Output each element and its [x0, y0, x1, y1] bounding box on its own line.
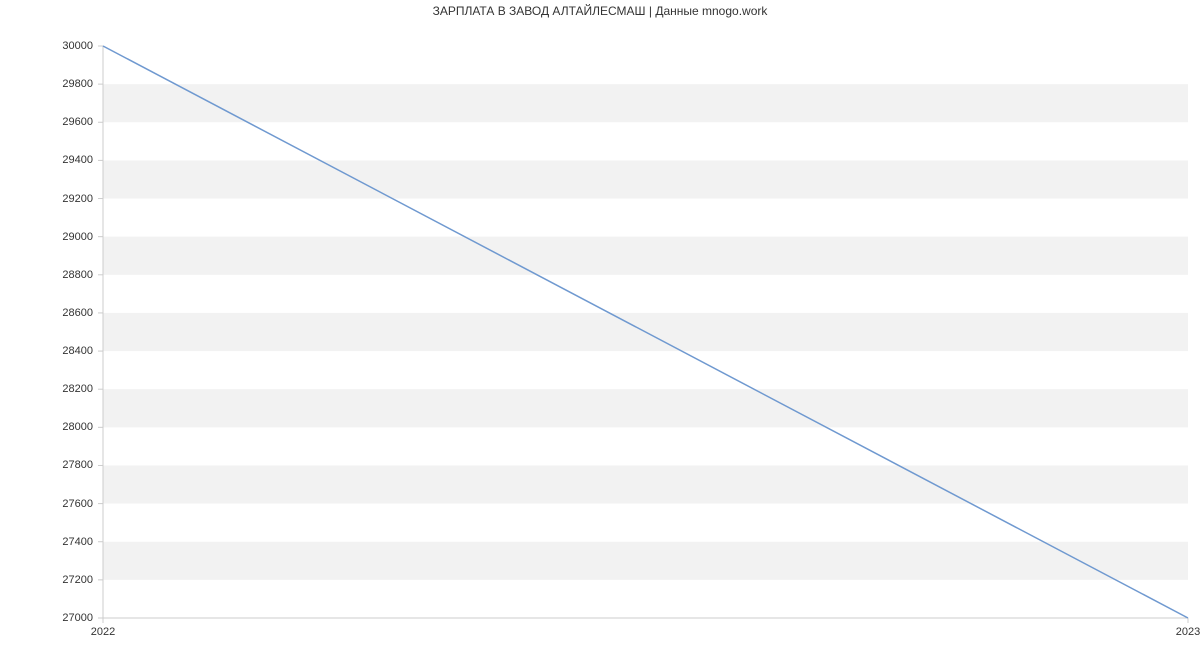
y-tick-label: 29000	[0, 231, 93, 243]
chart-container: ЗАРПЛАТА В ЗАВОД АЛТАЙЛЕСМАШ | Данные mn…	[0, 0, 1200, 650]
y-tick-label: 28200	[0, 383, 93, 395]
y-tick-label: 29600	[0, 116, 93, 128]
x-tick-label: 2023	[1176, 626, 1200, 638]
chart-title: ЗАРПЛАТА В ЗАВОД АЛТАЙЛЕСМАШ | Данные mn…	[0, 4, 1200, 18]
y-tick-label: 27000	[0, 612, 93, 624]
plot-area	[103, 46, 1188, 618]
y-tick-label: 28400	[0, 345, 93, 357]
y-tick-label: 27400	[0, 536, 93, 548]
y-tick-label: 28800	[0, 269, 93, 281]
y-tick-label: 27800	[0, 459, 93, 471]
y-tick-label: 30000	[0, 40, 93, 52]
x-tick-label: 2022	[91, 626, 115, 638]
plot-svg	[103, 46, 1188, 618]
y-tick-label: 29800	[0, 78, 93, 90]
y-tick-label: 28600	[0, 307, 93, 319]
y-tick-label: 28000	[0, 421, 93, 433]
y-tick-label: 27200	[0, 574, 93, 586]
y-tick-label: 29200	[0, 193, 93, 205]
y-tick-label: 27600	[0, 498, 93, 510]
y-tick-label: 29400	[0, 154, 93, 166]
